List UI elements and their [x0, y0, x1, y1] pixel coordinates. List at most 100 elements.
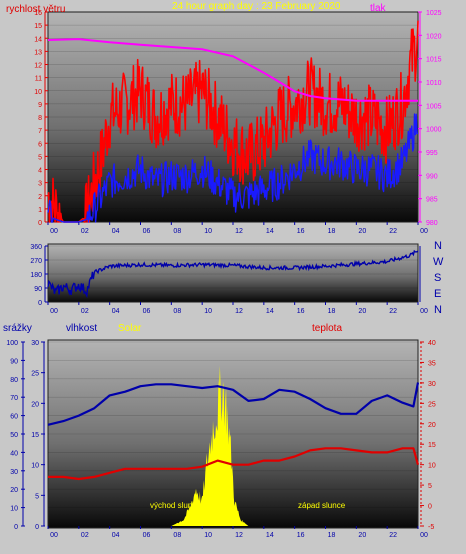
rain-tick-label: 80 [10, 377, 18, 384]
direction-letter-n-top: N [434, 240, 442, 252]
x-tick-label: 10 [204, 532, 212, 539]
x-tick-label: 10 [204, 228, 212, 235]
x-tick-label: 14 [266, 228, 274, 235]
temperature-label: teplota [312, 323, 342, 334]
direction-letter-e: E [434, 288, 441, 300]
x-tick-label: 00 [420, 228, 428, 235]
pressure-tick-label: 1005 [426, 103, 442, 110]
x-tick-label: 04 [112, 532, 120, 539]
wind-y-tick-label: 5 [38, 154, 42, 161]
x-tick-label: 16 [297, 228, 305, 235]
temp-tick-label: 20 [428, 422, 436, 429]
wind-y-tick-label: 6 [38, 141, 42, 148]
temp-tick-label: 25 [428, 401, 436, 408]
graph-title: 24 hour graph day : 23 February 2020 [172, 1, 341, 12]
x-tick-label: 02 [81, 308, 89, 315]
x-tick-label: 20 [358, 228, 366, 235]
x-tick-label: 18 [328, 532, 336, 539]
wind-y-tick-label: 13 [34, 49, 42, 56]
x-tick-label: 16 [297, 308, 305, 315]
rain-tick-label: 40 [10, 450, 18, 457]
x-tick-label: 12 [235, 308, 243, 315]
rain-tick-label: 100 [6, 340, 18, 347]
pressure-tick-label: 1020 [426, 33, 442, 40]
x-tick-label: 08 [173, 228, 181, 235]
x-tick-label: 06 [143, 532, 151, 539]
rain-tick-label: 90 [10, 358, 18, 365]
x-tick-label: 22 [389, 532, 397, 539]
wind-direction-line [47, 249, 419, 299]
direction-tick-label: 90 [34, 286, 42, 293]
pressure-tick-label: 1025 [426, 10, 442, 17]
direction-tick-label: 270 [30, 258, 42, 265]
temp-tick-label: 30 [428, 381, 436, 388]
solar-label: Solar [118, 323, 142, 334]
x-tick-label: 04 [112, 228, 120, 235]
solar-tick-label: 0 [35, 524, 39, 531]
temp-tick-label: -5 [428, 524, 434, 531]
rain-tick-label: 30 [10, 469, 18, 476]
wind-y-tick-label: 4 [38, 168, 42, 175]
wind-y-tick-label: 0 [38, 220, 42, 227]
wind-y-tick-label: 11 [35, 76, 42, 83]
x-tick-label: 22 [389, 308, 397, 315]
x-tick-label: 12 [235, 532, 243, 539]
direction-letter-s: S [434, 272, 441, 284]
wind-gust-line [47, 20, 419, 223]
x-tick-label: 08 [173, 308, 181, 315]
wind-y-tick-label: 8 [38, 115, 42, 122]
wind-y-tick-label: 12 [34, 63, 42, 70]
rain-tick-label: 10 [10, 506, 18, 513]
direction-tick-label: 0 [38, 300, 42, 307]
solar-area [48, 365, 418, 526]
temperature-line [48, 447, 420, 481]
direction-tick-label: 180 [30, 272, 42, 279]
x-tick-label: 12 [235, 228, 243, 235]
x-tick-label: 04 [112, 308, 120, 315]
wind-y-tick-label: 14 [34, 36, 42, 43]
temp-tick-label: 0 [428, 504, 432, 511]
solar-tick-label: 25 [31, 371, 39, 378]
pressure-tick-label: 990 [426, 173, 438, 180]
pressure-line [47, 38, 418, 102]
x-tick-label: 18 [328, 308, 336, 315]
temp-tick-label: 5 [428, 483, 432, 490]
x-tick-label: 14 [266, 532, 274, 539]
x-tick-label: 20 [358, 532, 366, 539]
pressure-tick-label: 995 [426, 150, 438, 157]
x-tick-label: 08 [173, 532, 181, 539]
wind-y-tick-label: 1 [38, 207, 42, 214]
direction-letter-w: W [433, 256, 444, 268]
x-tick-label: 14 [266, 308, 274, 315]
pressure-tick-label: 1010 [426, 80, 442, 87]
x-tick-label: 20 [358, 308, 366, 315]
rain-tick-label: 50 [10, 432, 18, 439]
x-tick-label: 16 [297, 532, 305, 539]
wind-y-tick-label: 9 [38, 102, 42, 109]
rain-tick-label: 60 [10, 414, 18, 421]
x-tick-label: 06 [143, 228, 151, 235]
solar-tick-label: 5 [35, 493, 39, 500]
humidity-line [47, 382, 420, 426]
x-tick-label: 00 [50, 532, 58, 539]
rain-tick-label: 20 [10, 487, 18, 494]
solar-tick-label: 15 [31, 432, 39, 439]
rain-tick-label: 70 [10, 395, 18, 402]
wind-y-tick-label: 15 [34, 23, 42, 30]
solar-tick-label: 10 [31, 463, 39, 470]
humidity-label: vlhkost [66, 323, 97, 334]
x-tick-label: 10 [204, 308, 212, 315]
x-tick-label: 02 [81, 532, 89, 539]
solar-tick-label: 30 [31, 340, 39, 347]
wind-y-tick-label: 3 [38, 181, 42, 188]
direction-panel-bg [47, 243, 419, 303]
x-tick-label: 00 [420, 532, 428, 539]
wind-speed-label: rychlost větru [6, 4, 65, 15]
solar-tick-label: 20 [31, 401, 39, 408]
wind-y-tick-label: 2 [38, 194, 42, 201]
wind-y-tick-label: 10 [34, 89, 42, 96]
pressure-tick-label: 985 [426, 197, 438, 204]
x-tick-label: 00 [50, 308, 58, 315]
